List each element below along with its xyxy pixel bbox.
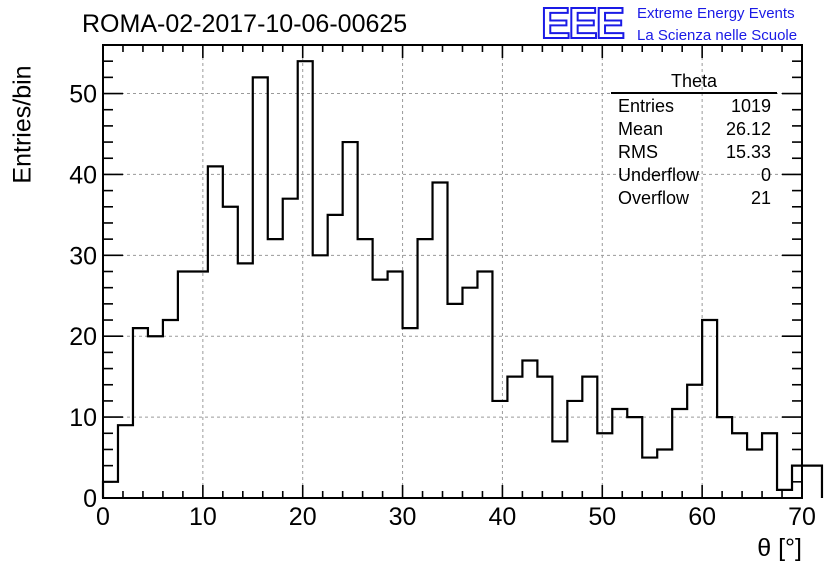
histogram-bin (283, 199, 298, 498)
histogram-bin (552, 441, 567, 498)
histogram-bin (253, 77, 268, 498)
histogram-bin (597, 433, 612, 498)
histogram-bin (492, 401, 507, 498)
histogram-bin (567, 401, 582, 498)
histogram-bin (462, 288, 477, 498)
histogram-bin (777, 490, 792, 498)
x-axis-label: θ [°] (757, 534, 802, 562)
histogram-bin (717, 417, 732, 498)
eee-logo-mark: EEE (540, 0, 626, 48)
histogram-bin (687, 385, 702, 498)
stats-box: Theta Entries 1019 Mean 26.12 RMS 15.33 … (611, 70, 777, 210)
stats-value: 15.33 (725, 142, 771, 162)
x-tick-label: 0 (96, 503, 110, 531)
x-tick-label: 70 (788, 503, 816, 531)
histogram-bin (103, 482, 118, 498)
histogram-bin (178, 272, 193, 499)
histogram-bin (537, 377, 552, 498)
stats-row-overflow: Overflow 21 (611, 187, 777, 210)
histogram-bin (807, 466, 822, 498)
y-tick-label: 10 (69, 404, 97, 432)
histogram-bin (403, 328, 418, 498)
run-title: ROMA-02-2017-10-06-00625 (82, 10, 408, 38)
stats-row-entries: Entries 1019 (611, 95, 777, 118)
stats-label: RMS (618, 142, 658, 162)
histogram-bin (702, 320, 717, 498)
y-tick-label: 40 (69, 161, 97, 189)
histogram-bin (223, 207, 238, 498)
histogram-bin (313, 255, 328, 498)
stats-box-title: Theta (611, 70, 777, 94)
axis-ticks (102, 44, 803, 499)
histogram-bin (193, 272, 208, 499)
histogram-bin (358, 239, 373, 498)
histogram-bin (627, 417, 642, 498)
stats-label: Underflow (618, 165, 700, 185)
histogram-bin (238, 263, 253, 498)
histogram-bin (298, 61, 313, 498)
stats-row-rms: RMS 15.33 (611, 141, 777, 164)
histogram-bin (732, 433, 747, 498)
y-tick-label: 30 (69, 242, 97, 270)
histogram-bin (268, 239, 283, 498)
stats-row-mean: Mean 26.12 (611, 118, 777, 141)
stats-row-underflow: Underflow 0 (611, 164, 777, 187)
histogram-bin (522, 360, 537, 498)
x-tick-label: 10 (189, 503, 217, 531)
histogram-bin (507, 377, 522, 498)
y-tick-label: 0 (83, 485, 97, 513)
histogram-bin (373, 280, 388, 498)
axis-tick-labels: 0 10 20 30 40 50 60 70 0 10 20 30 40 50 (69, 81, 816, 531)
histogram-bin (762, 433, 777, 498)
stats-label: Mean (618, 119, 664, 139)
logo-line-2: La Scienza nelle Scuole (637, 27, 798, 44)
histogram-bin (657, 449, 672, 498)
stats-value: 1019 (730, 96, 771, 116)
histogram-outline (101, 60, 824, 498)
stats-value: 26.12 (725, 119, 771, 139)
eee-logo: EEE Extreme Energy Events La Scienza nel… (540, 0, 831, 48)
histogram-bin (328, 215, 343, 498)
histogram-bin (208, 166, 223, 498)
x-tick-label: 20 (289, 503, 317, 531)
histogram-bin (433, 183, 448, 498)
y-tick-label: 20 (69, 323, 97, 351)
x-tick-label: 30 (389, 503, 417, 531)
histogram-bin (448, 304, 463, 498)
histogram-bin (672, 409, 687, 498)
histogram-bin (343, 142, 358, 498)
histogram-bin (582, 377, 597, 498)
stats-value: 0 (760, 165, 771, 185)
x-tick-label: 60 (688, 503, 716, 531)
histogram-bin (118, 425, 133, 498)
histogram-bin (418, 239, 433, 498)
stats-label: Entries (618, 96, 675, 116)
x-tick-label: 40 (489, 503, 517, 531)
x-tick-label: 50 (588, 503, 616, 531)
histogram-bin (388, 272, 403, 499)
grid-lines (103, 45, 802, 498)
histogram-bin (747, 449, 762, 498)
histogram-bin (163, 320, 178, 498)
logo-line-1: Extreme Energy Events (637, 5, 795, 22)
histogram-bin (477, 272, 492, 499)
histogram-bin (133, 328, 148, 498)
stats-value: 21 (750, 188, 771, 208)
histogram-bin (148, 336, 163, 498)
histogram-bin (642, 458, 657, 498)
y-tick-label: 50 (69, 81, 97, 109)
histogram-bin (612, 409, 627, 498)
stats-label: Overflow (618, 188, 690, 208)
